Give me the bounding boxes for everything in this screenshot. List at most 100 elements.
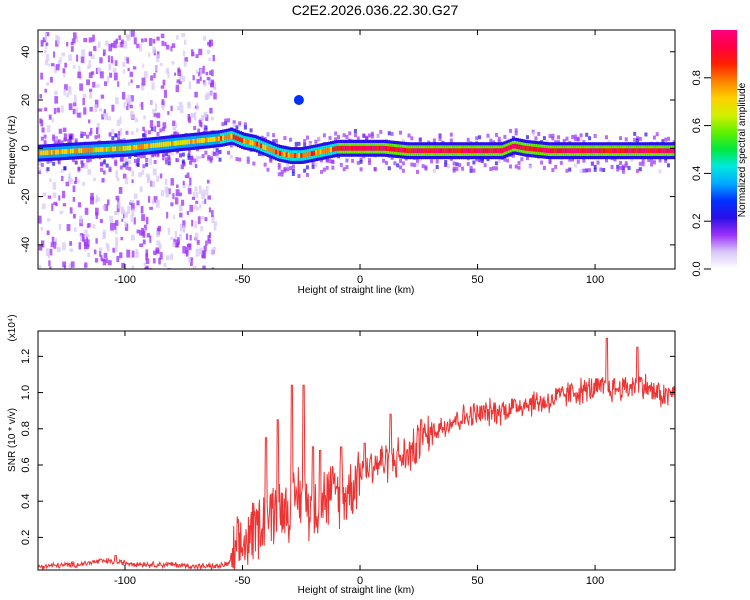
spectrogram-noise-cell (211, 215, 215, 224)
spectrogram-noise-cell (53, 139, 57, 146)
spectrogram-noise-cell (129, 30, 133, 38)
spectrogram-ridge-cell (573, 148, 577, 154)
spectrogram-noise-cell (40, 227, 44, 231)
spectrogram-haze-cell (486, 133, 490, 138)
spectrogram-haze-cell (322, 167, 326, 172)
spectrogram-noise-cell (207, 235, 210, 241)
spectrogram-noise-cell (140, 205, 144, 214)
spectrogram-noise-cell (53, 201, 57, 206)
spectrogram-haze-cell (517, 165, 521, 170)
spectrogram-noise-cell (185, 233, 189, 240)
spectrogram-noise-cell (163, 89, 168, 98)
spectrogram-haze-cell (573, 163, 577, 168)
spectrogram-noise-cell (144, 38, 148, 42)
spectrogram-ridge-cell (615, 148, 619, 154)
spectrogram-haze-cell (294, 141, 298, 146)
spectrogram-noise-cell (93, 46, 97, 52)
spectrogram-noise-cell (162, 106, 165, 111)
spectrogram-ridge-cell (243, 138, 247, 144)
spectrogram-noise-cell (199, 68, 203, 77)
spectrogram-ridge-cell (524, 145, 528, 151)
spectrogram-noise-cell (178, 101, 183, 106)
spectrogram-ridge-cell (277, 150, 281, 156)
spectrogram-ridge-cell (207, 137, 211, 143)
spectrogram-ridge-cell (103, 146, 107, 152)
spectrogram-haze-cell (179, 153, 183, 158)
spectrogram-ridge-cell (122, 145, 126, 151)
spectrogram-haze-cell (167, 157, 171, 162)
spectrogram-ridge-cell (156, 142, 160, 148)
colorbar-tick-label: 0.0 (691, 261, 703, 276)
spectrogram-haze-cell (432, 138, 436, 143)
spectrogram-noise-cell (102, 205, 106, 211)
spectrogram-noise-cell (87, 65, 90, 69)
spectrogram-noise-cell (151, 82, 155, 90)
spectrogram-noise-cell (69, 207, 73, 214)
spectrogram-haze-cell (494, 166, 498, 171)
spectrogram-noise-cell (158, 243, 162, 250)
spectrogram-haze-cell (218, 149, 222, 154)
spectrogram-haze-cell (226, 118, 230, 123)
spectrogram-noise-cell (51, 63, 55, 67)
spectrogram-haze-cell (334, 131, 338, 136)
spectrogram-noise-cell (188, 81, 192, 90)
spectrogram-haze-cell (356, 160, 360, 165)
spectrogram-noise-cell (124, 56, 128, 61)
spectrogram-ridge-cell (164, 141, 168, 147)
spectrogram-haze-cell (399, 159, 403, 164)
spectrogram-haze-cell (525, 135, 529, 140)
spectrogram-noise-cell (72, 196, 76, 202)
spectrogram-ridge-cell (543, 147, 547, 153)
spectrogram-noise-cell (53, 107, 57, 115)
spectrogram-noise-cell (179, 212, 183, 218)
spectrogram-ridge-cell (611, 148, 615, 154)
spectrogram-noise-cell (162, 154, 165, 161)
spectrogram-haze-cell (345, 165, 349, 170)
spectrogram-haze-cell (322, 133, 326, 138)
spectrogram-ridge-cell (101, 147, 105, 152)
spectrogram-noise-cell (73, 180, 77, 184)
spectrogram-noise-cell (82, 97, 85, 106)
spectrogram-haze-cell (438, 136, 442, 141)
spectrogram-ridge-cell (293, 153, 297, 158)
spectrogram-ridge-cell (643, 148, 647, 154)
spectrogram-haze-cell (145, 129, 149, 134)
spectrogram-noise-cell (178, 81, 182, 85)
spectrogram-noise-cell (188, 188, 192, 195)
snr-y-tick-label: 0.6 (20, 457, 32, 472)
spectrogram-ridge-cell (205, 137, 209, 143)
spectrogram-noise-cell (83, 107, 87, 115)
spectrogram-ridge-cell (325, 148, 329, 153)
spectrogram-noise-cell (131, 208, 135, 217)
spectrogram-noise-cell (199, 204, 202, 209)
spectrogram-haze-cell (418, 137, 422, 142)
spectrogram-noise-cell (138, 172, 142, 177)
spectrogram-ridge-cell (541, 147, 545, 153)
spectrogram-haze-cell (238, 157, 242, 162)
spectrogram-ridge-cell (143, 143, 147, 149)
spectrogram-ridge-cell (585, 148, 589, 154)
spectrogram-noise-cell (161, 99, 165, 106)
spectrogram-noise-cell (41, 127, 45, 133)
spectrogram-haze-cell (283, 136, 287, 141)
spectrogram-noise-cell (209, 70, 212, 75)
spectrogram-haze-cell (74, 160, 78, 165)
spectrogram-haze-cell (469, 168, 473, 173)
spectrogram-noise-cell (130, 234, 135, 241)
spectrogram-noise-cell (144, 130, 147, 138)
spectrogram-noise-cell (177, 69, 182, 77)
spectrogram-ridge-cell (490, 148, 494, 154)
spectrogram-haze-cell (480, 159, 484, 164)
spectrogram-haze-cell (125, 130, 129, 135)
spectrogram-noise-cell (131, 250, 135, 258)
spectrogram-haze-cell (557, 135, 561, 140)
spectrogram-haze-cell (571, 157, 575, 162)
spectrogram-noise-cell (202, 80, 206, 85)
spectrogram-ridge-cell (623, 148, 627, 154)
spectrogram-noise-cell (80, 56, 85, 63)
spectrogram-ridge-cell (446, 148, 450, 154)
spectrogram-haze-cell (150, 127, 154, 132)
spectrogram-haze-cell (509, 128, 513, 133)
spectrogram-ridge-cell (363, 145, 367, 151)
spectrogram-haze-cell (334, 137, 338, 142)
